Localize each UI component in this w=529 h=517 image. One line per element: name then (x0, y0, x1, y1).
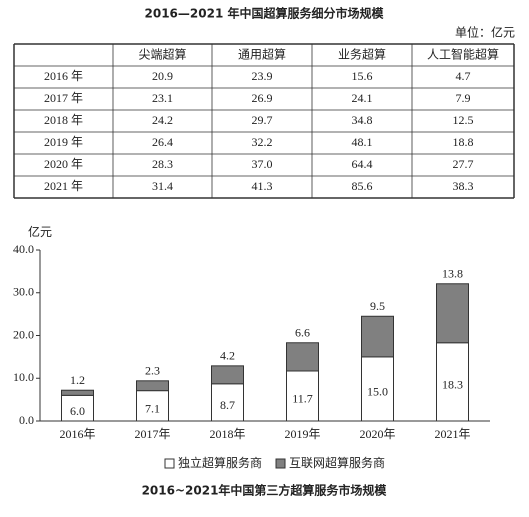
table-title: 2016—2021 年中国超算服务细分市场规模 (145, 6, 385, 21)
table-cell: 2017 年 (44, 91, 83, 105)
value-label: 4.2 (220, 349, 235, 363)
bar-segment (136, 390, 169, 422)
table-cell: 15.6 (352, 69, 373, 83)
x-tick-label: 2016年 (59, 427, 95, 441)
value-label: 18.3 (442, 378, 463, 392)
table-header: 尖端超算 (138, 47, 186, 62)
y-tick-label: 0.0 (19, 413, 34, 427)
table-cell: 48.1 (352, 135, 373, 149)
bar-segment (211, 365, 244, 385)
y-tick-label: 10.0 (13, 370, 34, 384)
table-cell: 23.9 (252, 69, 273, 83)
legend-label: 互联网超算服务商 (289, 455, 385, 470)
table-cell: 2018 年 (44, 113, 83, 127)
table-cell: 85.6 (352, 179, 373, 193)
legend-swatch (164, 458, 175, 469)
table-cell: 18.8 (453, 135, 474, 149)
bar-segment (286, 342, 319, 372)
x-tick-label: 2021年 (434, 427, 470, 441)
table-header: 业务超算 (338, 47, 386, 62)
table-cell: 38.3 (453, 179, 474, 193)
table-cell: 32.2 (252, 135, 273, 149)
legend-label: 独立超算服务商 (178, 455, 262, 470)
bar-segment (61, 389, 94, 396)
y-axis-label: 亿元 (28, 224, 52, 239)
table-cell: 41.3 (252, 179, 273, 193)
table-cell: 29.7 (252, 113, 273, 127)
y-tick-label: 30.0 (13, 285, 34, 299)
y-tick-label: 40.0 (13, 242, 34, 256)
bar-segment (361, 356, 394, 422)
table-cell: 2019 年 (44, 135, 83, 149)
table-cell: 2016 年 (44, 69, 83, 83)
bar-segment (436, 283, 469, 344)
x-tick-label: 2018年 (209, 427, 245, 441)
table-cell: 28.3 (152, 157, 173, 171)
table-cell: 26.4 (152, 135, 173, 149)
table-cell: 20.9 (152, 69, 173, 83)
value-label: 6.6 (295, 326, 310, 340)
x-tick-label: 2017年 (134, 427, 170, 441)
table-cell: 24.2 (152, 113, 173, 127)
value-label: 2.3 (145, 364, 160, 378)
table-unit: 单位：亿元 (455, 25, 515, 40)
table-header: 人工智能超算 (427, 47, 499, 62)
table-cell: 2021 年 (44, 179, 83, 193)
chart-title: 2016~2021年中国第三方超算服务市场规模 (142, 483, 388, 498)
table-cell: 31.4 (152, 179, 173, 193)
x-tick-label: 2019年 (284, 427, 320, 441)
x-tick-label: 2020年 (359, 427, 395, 441)
table-cell: 23.1 (152, 91, 173, 105)
value-label: 6.0 (70, 404, 85, 418)
value-label: 1.2 (70, 373, 85, 387)
value-label: 15.0 (367, 385, 388, 399)
table-cell: 37.0 (252, 157, 273, 171)
value-label: 7.1 (145, 402, 160, 416)
bar-segment (136, 380, 169, 392)
table-header: 通用超算 (238, 47, 286, 62)
bar-segment (436, 342, 469, 422)
table-cell: 24.1 (352, 91, 373, 105)
value-label: 9.5 (370, 299, 385, 313)
table-cell: 26.9 (252, 91, 273, 105)
value-label: 13.8 (442, 267, 463, 281)
table-cell: 4.7 (456, 69, 471, 83)
table-cell: 27.7 (453, 157, 474, 171)
y-tick-label: 20.0 (13, 327, 34, 341)
table-cell: 64.4 (352, 157, 373, 171)
bar-segment (361, 315, 394, 358)
value-label: 8.7 (220, 398, 235, 412)
value-label: 11.7 (292, 392, 313, 406)
table-cell: 2020 年 (44, 157, 83, 171)
table-cell: 34.8 (352, 113, 373, 127)
table-cell: 7.9 (456, 91, 471, 105)
legend-swatch (275, 458, 286, 469)
table-cell: 12.5 (453, 113, 474, 127)
